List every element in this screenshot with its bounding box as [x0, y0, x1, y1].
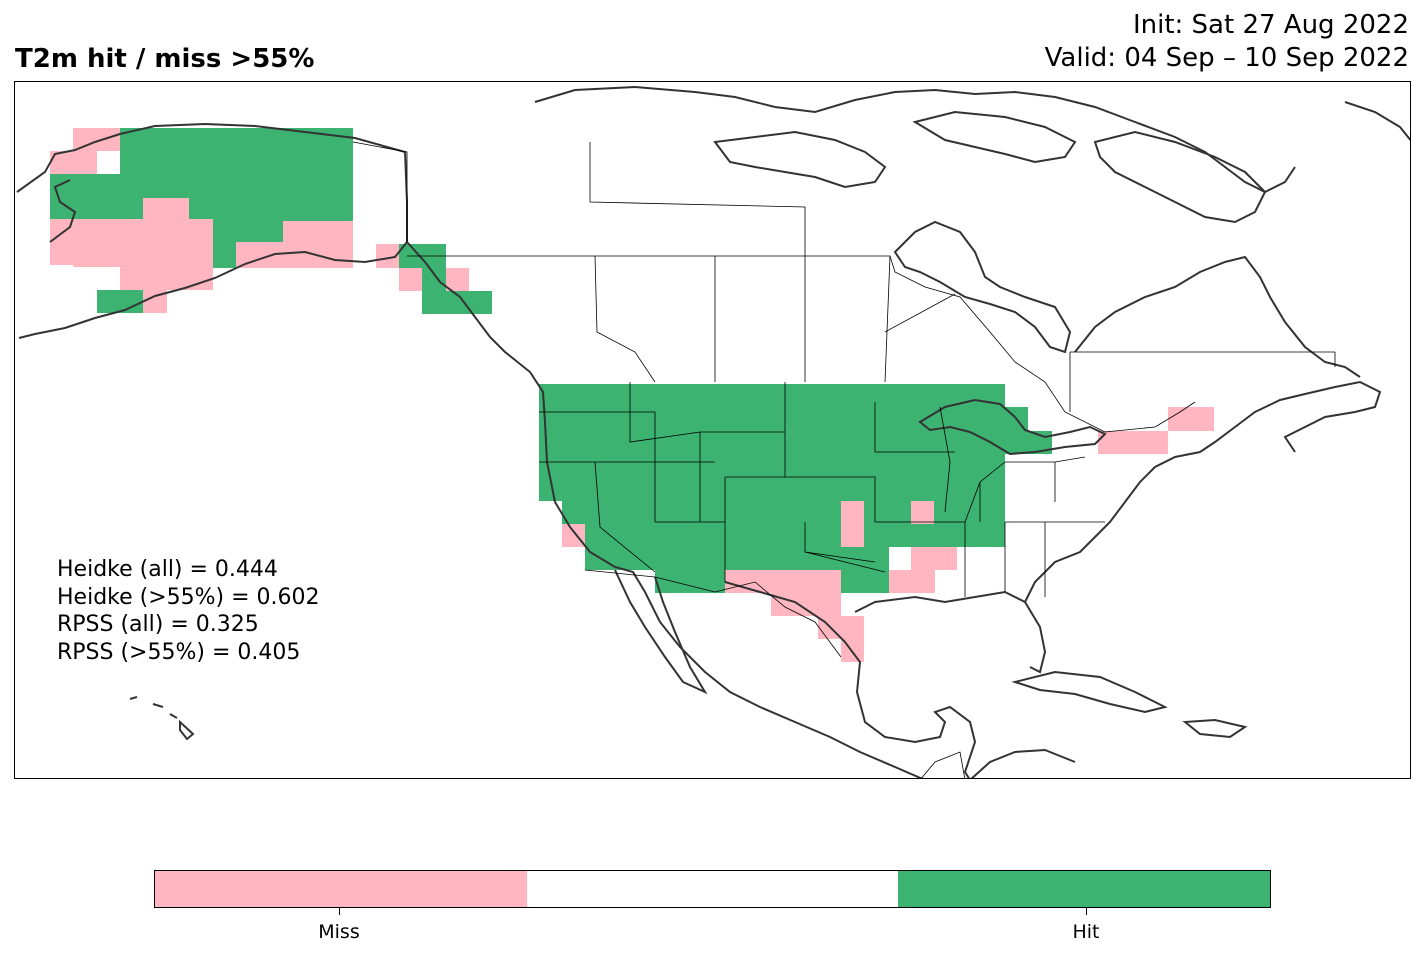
cell-miss-alaska	[236, 242, 353, 268]
coast-eastcoast	[1024, 380, 1382, 603]
cell-miss-texas	[818, 616, 864, 639]
coast-hispaniola	[1182, 718, 1248, 739]
init-date: Init: Sat 27 Aug 2022	[1132, 10, 1409, 40]
cell-miss-missouri	[911, 501, 934, 524]
coast-hawaii	[129, 696, 195, 741]
cell-hit-conus	[539, 384, 1005, 501]
coast-westcoast	[406, 241, 923, 778]
colorbar-neutral-segment	[526, 871, 899, 907]
coast-arctic-3	[912, 110, 1077, 164]
colorbar-miss-segment	[155, 871, 527, 907]
rpss-55-score: RPSS (>55%) = 0.405	[57, 639, 301, 665]
political-borders	[352, 141, 1336, 778]
cell-miss-southeast	[889, 570, 935, 593]
coast-baja	[614, 569, 708, 695]
cell-miss-alaska	[50, 151, 97, 174]
cell-hit-panhandle	[422, 291, 492, 314]
colorbar	[154, 870, 1271, 908]
coast-arctic	[534, 85, 1296, 194]
colorbar-label-miss: Miss	[318, 921, 360, 943]
coast-hudson-bay	[893, 220, 1072, 354]
cell-hit-panhandle	[422, 268, 446, 291]
coast-baffin	[1093, 130, 1267, 224]
cell-miss-alaska	[73, 242, 213, 267]
coast-labrador	[1074, 255, 1361, 378]
map-canvas	[16, 85, 1410, 778]
coast-alaska	[16, 122, 408, 339]
colorbar-tick-miss	[339, 908, 340, 915]
cell-miss-alaska	[120, 265, 213, 290]
map-panel	[14, 81, 1411, 779]
cell-miss-northeast	[1145, 431, 1168, 454]
heidke-55-score: Heidke (>55%) = 0.602	[57, 584, 320, 610]
cell-hit-conus	[585, 547, 889, 570]
cell-miss-southeast	[911, 547, 957, 570]
cell-miss-alaska	[143, 290, 167, 313]
border-mexico-guatemala	[921, 751, 966, 778]
heidke-all-score: Heidke (all) = 0.444	[57, 557, 278, 582]
coast-greenland	[1344, 101, 1410, 142]
colorbar-label-hit: Hit	[1072, 921, 1100, 943]
coast-gulf-north	[854, 590, 1047, 674]
border-us-canada	[407, 255, 1196, 433]
valid-period: Valid: 04 Sep – 10 Sep 2022	[1044, 43, 1409, 73]
coast-arctic-2	[713, 130, 887, 189]
coast-cuba	[1011, 670, 1168, 714]
skill-scores: Heidke (all) = 0.444 Heidke (>55%) = 0.6…	[57, 556, 320, 666]
cell-miss-alaska	[143, 198, 189, 219]
border-alaska-canada	[352, 141, 408, 242]
colorbar-hit-segment	[898, 871, 1271, 907]
coast-alaska-west	[49, 179, 77, 243]
cell-hit-conus	[889, 524, 1005, 547]
coast-central-america	[970, 748, 1076, 778]
coast-gulf	[724, 581, 977, 778]
coast-great-lakes	[918, 398, 1107, 456]
border-us-mexico	[584, 569, 842, 658]
coastlines	[16, 85, 1410, 778]
cell-miss-northeast	[1168, 407, 1214, 431]
border-canada-provinces	[589, 142, 1336, 412]
cell-miss-california	[562, 524, 585, 547]
cell-miss-kansas	[841, 501, 864, 547]
colorbar-tick-hit	[1086, 908, 1087, 915]
cell-miss-texas	[771, 593, 841, 616]
border-us-states	[539, 382, 1105, 597]
cell-miss-texas	[725, 570, 841, 593]
rpss-all-score: RPSS (all) = 0.325	[57, 612, 259, 637]
cell-hit-conus	[1005, 431, 1052, 454]
map-title: T2m hit / miss >55%	[15, 44, 315, 74]
cell-miss-panhandle	[376, 244, 399, 268]
cell-hit-alaska-west	[50, 174, 120, 219]
